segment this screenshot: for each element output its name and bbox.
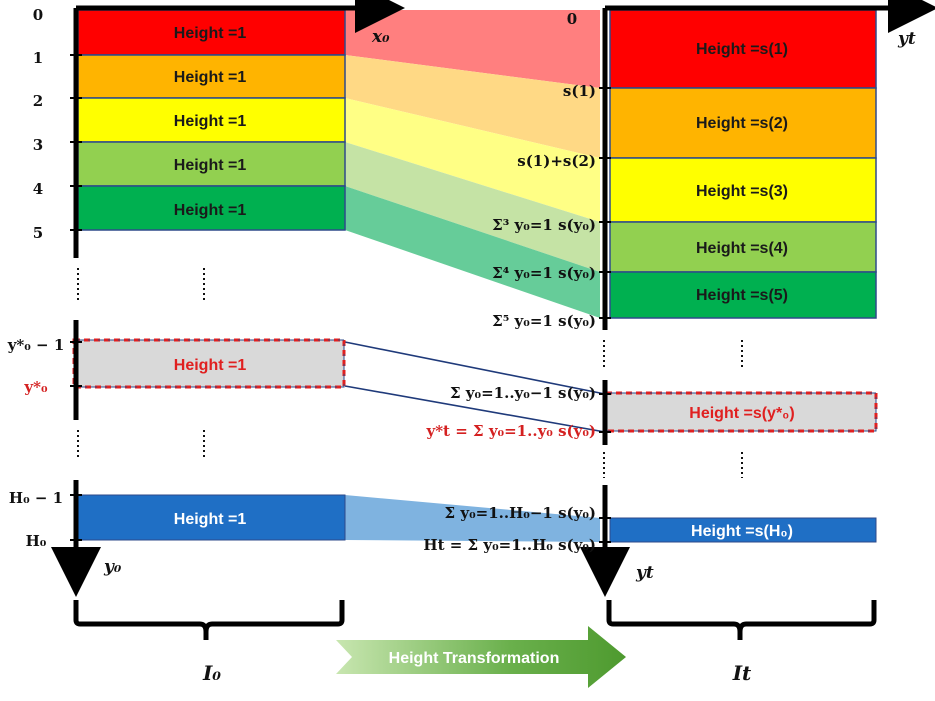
- left-block-2-label: Height =1: [174, 69, 247, 86]
- right-block-4-label: Height =s(4): [696, 240, 788, 257]
- right-block-5: [609, 271, 877, 319]
- left-tick-labels: 0 1 2 3 4 5 y*₀ − 1 y*₀ H₀ − 1 H₀: [7, 6, 65, 550]
- band-1: [345, 10, 600, 88]
- left-tick-ystar-minus-1: y*₀ − 1: [7, 336, 65, 354]
- height-transformation-arrow: Height Transformation: [336, 626, 626, 688]
- right-tick-2: s(1)+s(2): [517, 152, 596, 170]
- bottom-band: [345, 495, 600, 542]
- right-tick-0: 0: [567, 10, 577, 28]
- left-block-3-label: Height =1: [174, 113, 247, 130]
- y-axis-label-right-bottom: yt: [635, 563, 654, 583]
- left-block-5-label: Height =1: [174, 202, 247, 219]
- left-block-2: [77, 54, 346, 99]
- band-3: [345, 98, 600, 222]
- bottom-left-label: Height =1: [174, 511, 247, 528]
- transition-bands: [345, 10, 600, 318]
- right-tick-H-minus-1: Σ y₀=1..H₀−1 s(y₀): [445, 504, 596, 522]
- bottom-right-block: [609, 517, 877, 543]
- left-block-4-label: Height =1: [174, 157, 247, 174]
- left-tick-H-minus-1: H₀ − 1: [9, 489, 63, 507]
- right-tick-labels: 0 s(1) s(1)+s(2) Σ³ y₀=1 s(y₀) Σ⁴ y₀=1 s…: [423, 10, 596, 554]
- ellipsis-dots: [77, 268, 743, 478]
- right-block-2-label: Height =s(2): [696, 115, 788, 132]
- right-block-1-label: Height =s(1): [696, 41, 788, 58]
- left-tick-5: 5: [33, 224, 43, 242]
- left-block-1-label: Height =1: [174, 25, 247, 42]
- highlight-left-label: Height =1: [174, 357, 247, 374]
- right-block-2: [609, 87, 877, 159]
- right-tick-H: Ht = Σ y₀=1..H₀ s(y₀): [423, 536, 596, 554]
- right-blocks: Height =s(1) Height =s(2) Height =s(3) H…: [609, 9, 877, 319]
- right-tick-5: Σ⁵ y₀=1 s(y₀): [492, 312, 596, 330]
- right-block-4: [609, 221, 877, 273]
- band-2: [345, 55, 600, 158]
- y-axis-label-right-top: yt: [897, 29, 916, 49]
- highlight-right-label: Height =s(y*₀): [689, 405, 794, 422]
- left-tick-0: 0: [33, 6, 43, 24]
- highlight-connectors: [344, 341, 606, 433]
- height-transformation-label: Height Transformation: [389, 650, 560, 667]
- right-block-3-label: Height =s(3): [696, 183, 788, 200]
- image-name-right: It: [732, 661, 752, 685]
- band-4: [345, 142, 600, 272]
- left-tick-ystar: y*₀: [23, 378, 48, 396]
- highlight-right-block: [604, 391, 878, 433]
- left-tick-4: 4: [33, 180, 43, 198]
- right-block-3: [609, 157, 877, 223]
- right-tick-3: Σ³ y₀=1 s(y₀): [492, 216, 596, 234]
- band-5: [345, 186, 600, 318]
- image-name-left: I₀: [202, 661, 221, 685]
- right-tick-4: Σ⁴ y₀=1 s(y₀): [492, 264, 596, 282]
- right-block-1: [609, 9, 877, 89]
- left-brace: [73, 600, 345, 640]
- right-tick-1: s(1): [563, 82, 596, 100]
- right-axes: [580, 0, 935, 597]
- right-brace: [606, 600, 877, 640]
- right-tick-highlight-top: Σ y₀=1..y₀−1 s(y₀): [450, 384, 596, 402]
- right-block-5-label: Height =s(5): [696, 287, 788, 304]
- left-tick-H: H₀: [26, 532, 47, 550]
- highlight-left-block: [72, 338, 346, 389]
- left-tick-2: 2: [33, 92, 43, 110]
- y-axis-label-left: y₀: [103, 557, 122, 577]
- x-axis-label-left: x₀: [371, 27, 390, 47]
- bottom-right-label: Height =s(H₀): [691, 523, 793, 540]
- left-blocks: Height =1 Height =1 Height =1 Height =1 …: [77, 9, 346, 231]
- left-tick-1: 1: [33, 49, 43, 67]
- right-tick-highlight-bottom: y*t = Σ y₀=1..y₀ s(y₀): [426, 422, 597, 440]
- left-tick-3: 3: [33, 136, 43, 154]
- left-block-1: [77, 9, 346, 56]
